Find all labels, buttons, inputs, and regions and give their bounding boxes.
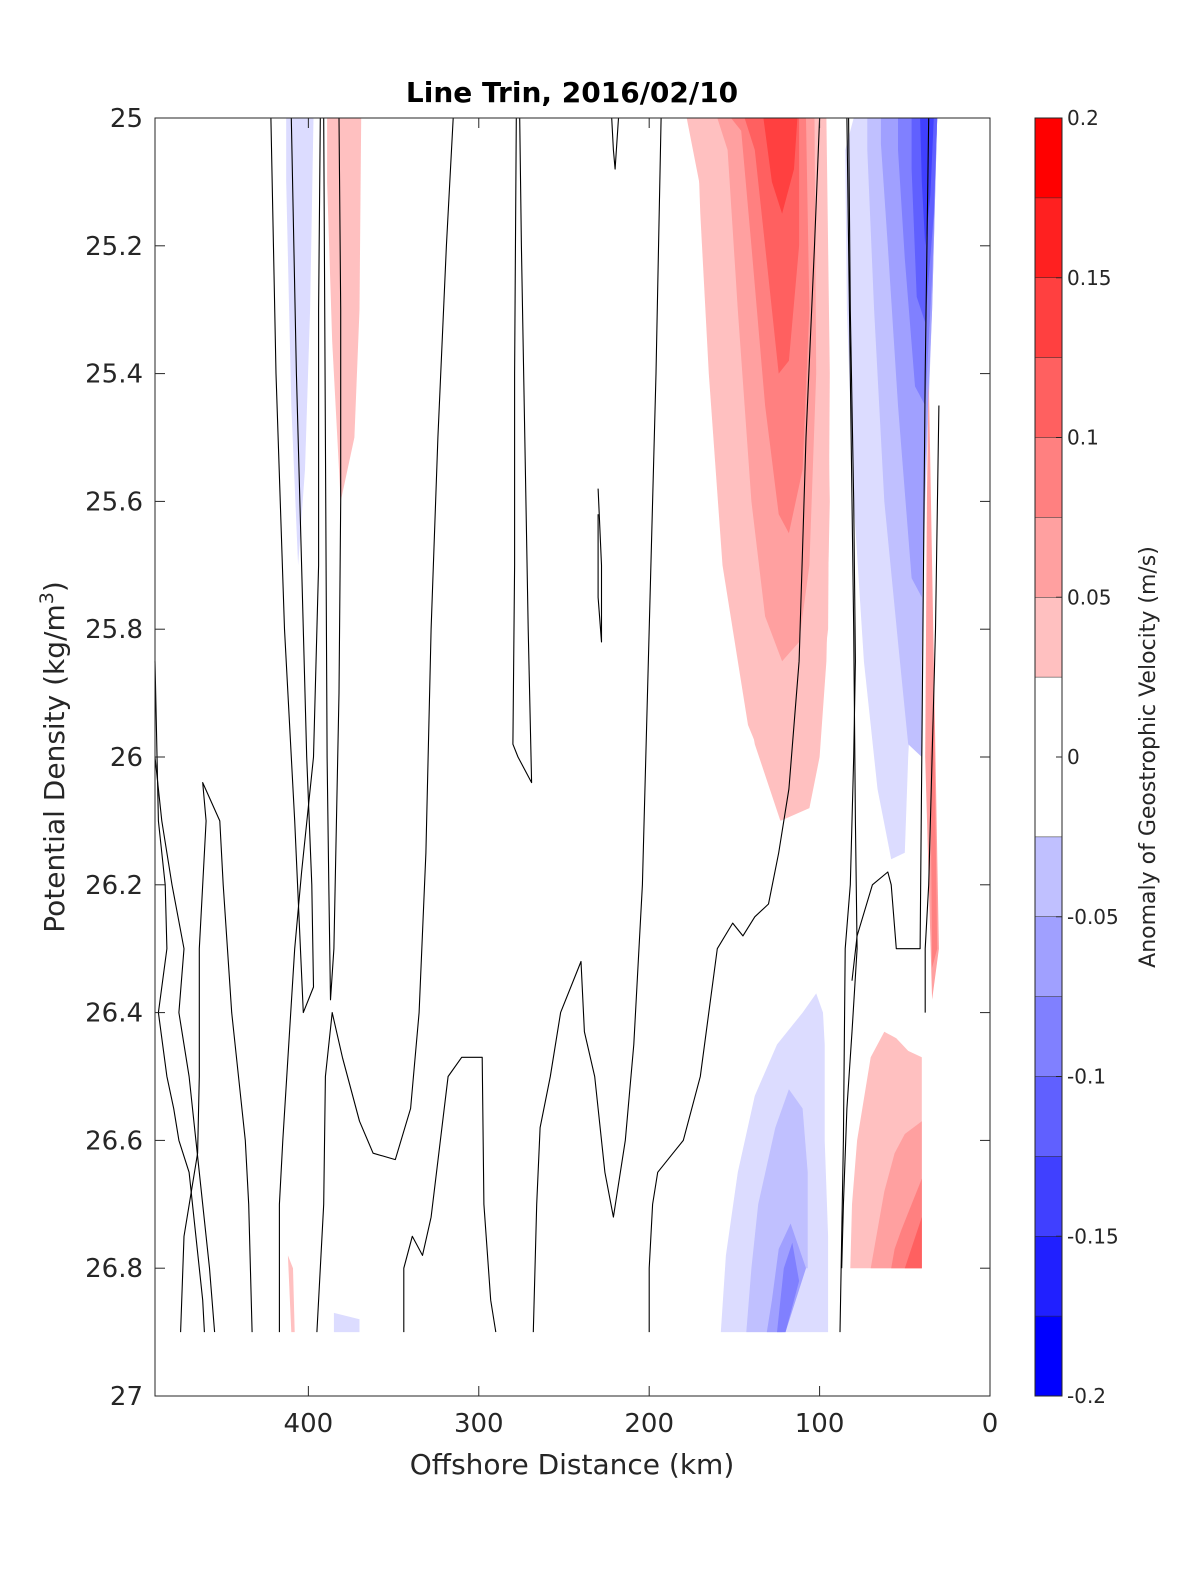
- contour-line-2: [180, 782, 253, 1333]
- contour-line-3: [270, 117, 315, 1014]
- x-axis-ticks: 400 300 200 100 0: [284, 118, 999, 1439]
- colorbar-label: Anomaly of Geostrophic Velocity (m/s): [1136, 546, 1161, 968]
- y-axis-label-main: Potential Density (kg/m: [38, 604, 71, 933]
- colorbar-tick-label-6: -0.1: [1067, 1065, 1106, 1089]
- y-axis-label: Potential Density (kg/m3): [36, 581, 71, 933]
- y-tick-label-4: 25.8: [85, 615, 143, 645]
- colorbar-tick-label-7: -0.15: [1067, 1224, 1119, 1248]
- y-tick-label-8: 26.6: [85, 1126, 143, 1156]
- x-tick-label-0: 400: [284, 1409, 334, 1439]
- filled-region-11: [920, 118, 934, 246]
- y-tick-label-9: 26.8: [85, 1254, 143, 1284]
- filled-region-25: [333, 1312, 360, 1333]
- colorbar-segment-2: [1035, 1156, 1062, 1237]
- contour-line-6: [316, 117, 454, 1333]
- x-axis-label: Offshore Distance (km): [410, 1448, 735, 1481]
- plot-area: 400 300 200 100 0 25 25.2 25.4 25.6 25.8 26 26.2 26…: [85, 104, 998, 1439]
- filled-region-5: [763, 118, 798, 214]
- filled-region-13: [327, 118, 362, 502]
- colorbar-tick-label-5: -0.05: [1067, 905, 1119, 929]
- contour-line-1: [154, 756, 216, 1333]
- y-tick-label-6: 26.2: [85, 871, 143, 901]
- colorbar-segment-3: [1035, 1076, 1062, 1157]
- y-tick-label-7: 26.4: [85, 999, 143, 1029]
- y-tick-label-5: 26: [110, 743, 143, 773]
- colorbar-tick-label-2: 0.1: [1067, 426, 1099, 450]
- contour-line-0: [154, 661, 205, 1333]
- y-tick-label-2: 25.4: [85, 360, 143, 390]
- colorbar-segment-8: [1035, 597, 1062, 678]
- contour-line-15: [851, 117, 930, 981]
- y-tick-label-3: 25.6: [85, 487, 143, 517]
- colorbar-tick-label-8: -0.2: [1067, 1384, 1106, 1408]
- colorbar-segments: [1035, 117, 1062, 1397]
- chart-title: Line Trin, 2016/02/10: [406, 76, 738, 109]
- contour-line-4: [278, 117, 321, 1333]
- contour-line-11: [611, 117, 620, 170]
- colorbar-segment-6: [1035, 836, 1062, 917]
- filled-contours: [286, 118, 939, 1333]
- x-tick-label-2: 200: [624, 1409, 674, 1439]
- x-tick-label-3: 100: [795, 1409, 845, 1439]
- colorbar-tick-label-4: 0: [1067, 745, 1080, 769]
- x-tick-label-1: 300: [454, 1409, 504, 1439]
- y-axis-label-close: ): [38, 581, 71, 592]
- colorbar: 0.2 0.15 0.1 0.05 0 -0.05 -0.1 -0.15 -0.2 Anomal…: [1034, 106, 1161, 1408]
- contour-line-10: [597, 488, 603, 643]
- contour-line-12: [648, 117, 821, 1333]
- colorbar-tick-label-0: 0.2: [1067, 106, 1099, 130]
- filled-region-17: [777, 1242, 800, 1333]
- contour-line-7: [403, 1056, 497, 1333]
- y-tick-label-10: 27: [110, 1382, 143, 1412]
- colorbar-segment-10: [1035, 437, 1062, 518]
- y-axis-ticks: 25 25.2 25.4 25.6 25.8 26 26.2 26.4 26.6 26.8 27: [85, 104, 990, 1412]
- contour-lines: [154, 117, 940, 1333]
- colorbar-segment-5: [1035, 916, 1062, 997]
- filled-region-21: [904, 1217, 922, 1269]
- filled-region-24: [287, 1255, 295, 1333]
- colorbar-segment-9: [1035, 517, 1062, 598]
- x-tick-label-4: 0: [982, 1409, 999, 1439]
- contour-line-5: [323, 117, 342, 1001]
- contour-line-13: [839, 117, 856, 1333]
- colorbar-segment-14: [1035, 118, 1062, 198]
- y-axis-label-superscript: 3: [36, 592, 58, 604]
- y-tick-label-0: 25: [110, 104, 143, 134]
- contour-line-9: [532, 117, 662, 1333]
- contour-line-14: [841, 117, 858, 1269]
- contour-line-16: [924, 405, 940, 1013]
- colorbar-tick-label-3: 0.05: [1067, 585, 1112, 609]
- colorbar-segment-13: [1035, 197, 1062, 278]
- colorbar-tick-label-1: 0.15: [1067, 266, 1112, 290]
- colorbar-segment-0: [1035, 1316, 1062, 1396]
- colorbar-ticks: 0.2 0.15 0.1 0.05 0 -0.05 -0.1 -0.15 -0.2: [1056, 106, 1119, 1408]
- contour-line-8: [512, 117, 533, 784]
- y-tick-label-1: 25.2: [85, 232, 143, 262]
- colorbar-segment-12: [1035, 277, 1062, 358]
- colorbar-segment-4: [1035, 996, 1062, 1077]
- colorbar-segment-11: [1035, 357, 1062, 438]
- colorbar-segment-1: [1035, 1236, 1062, 1317]
